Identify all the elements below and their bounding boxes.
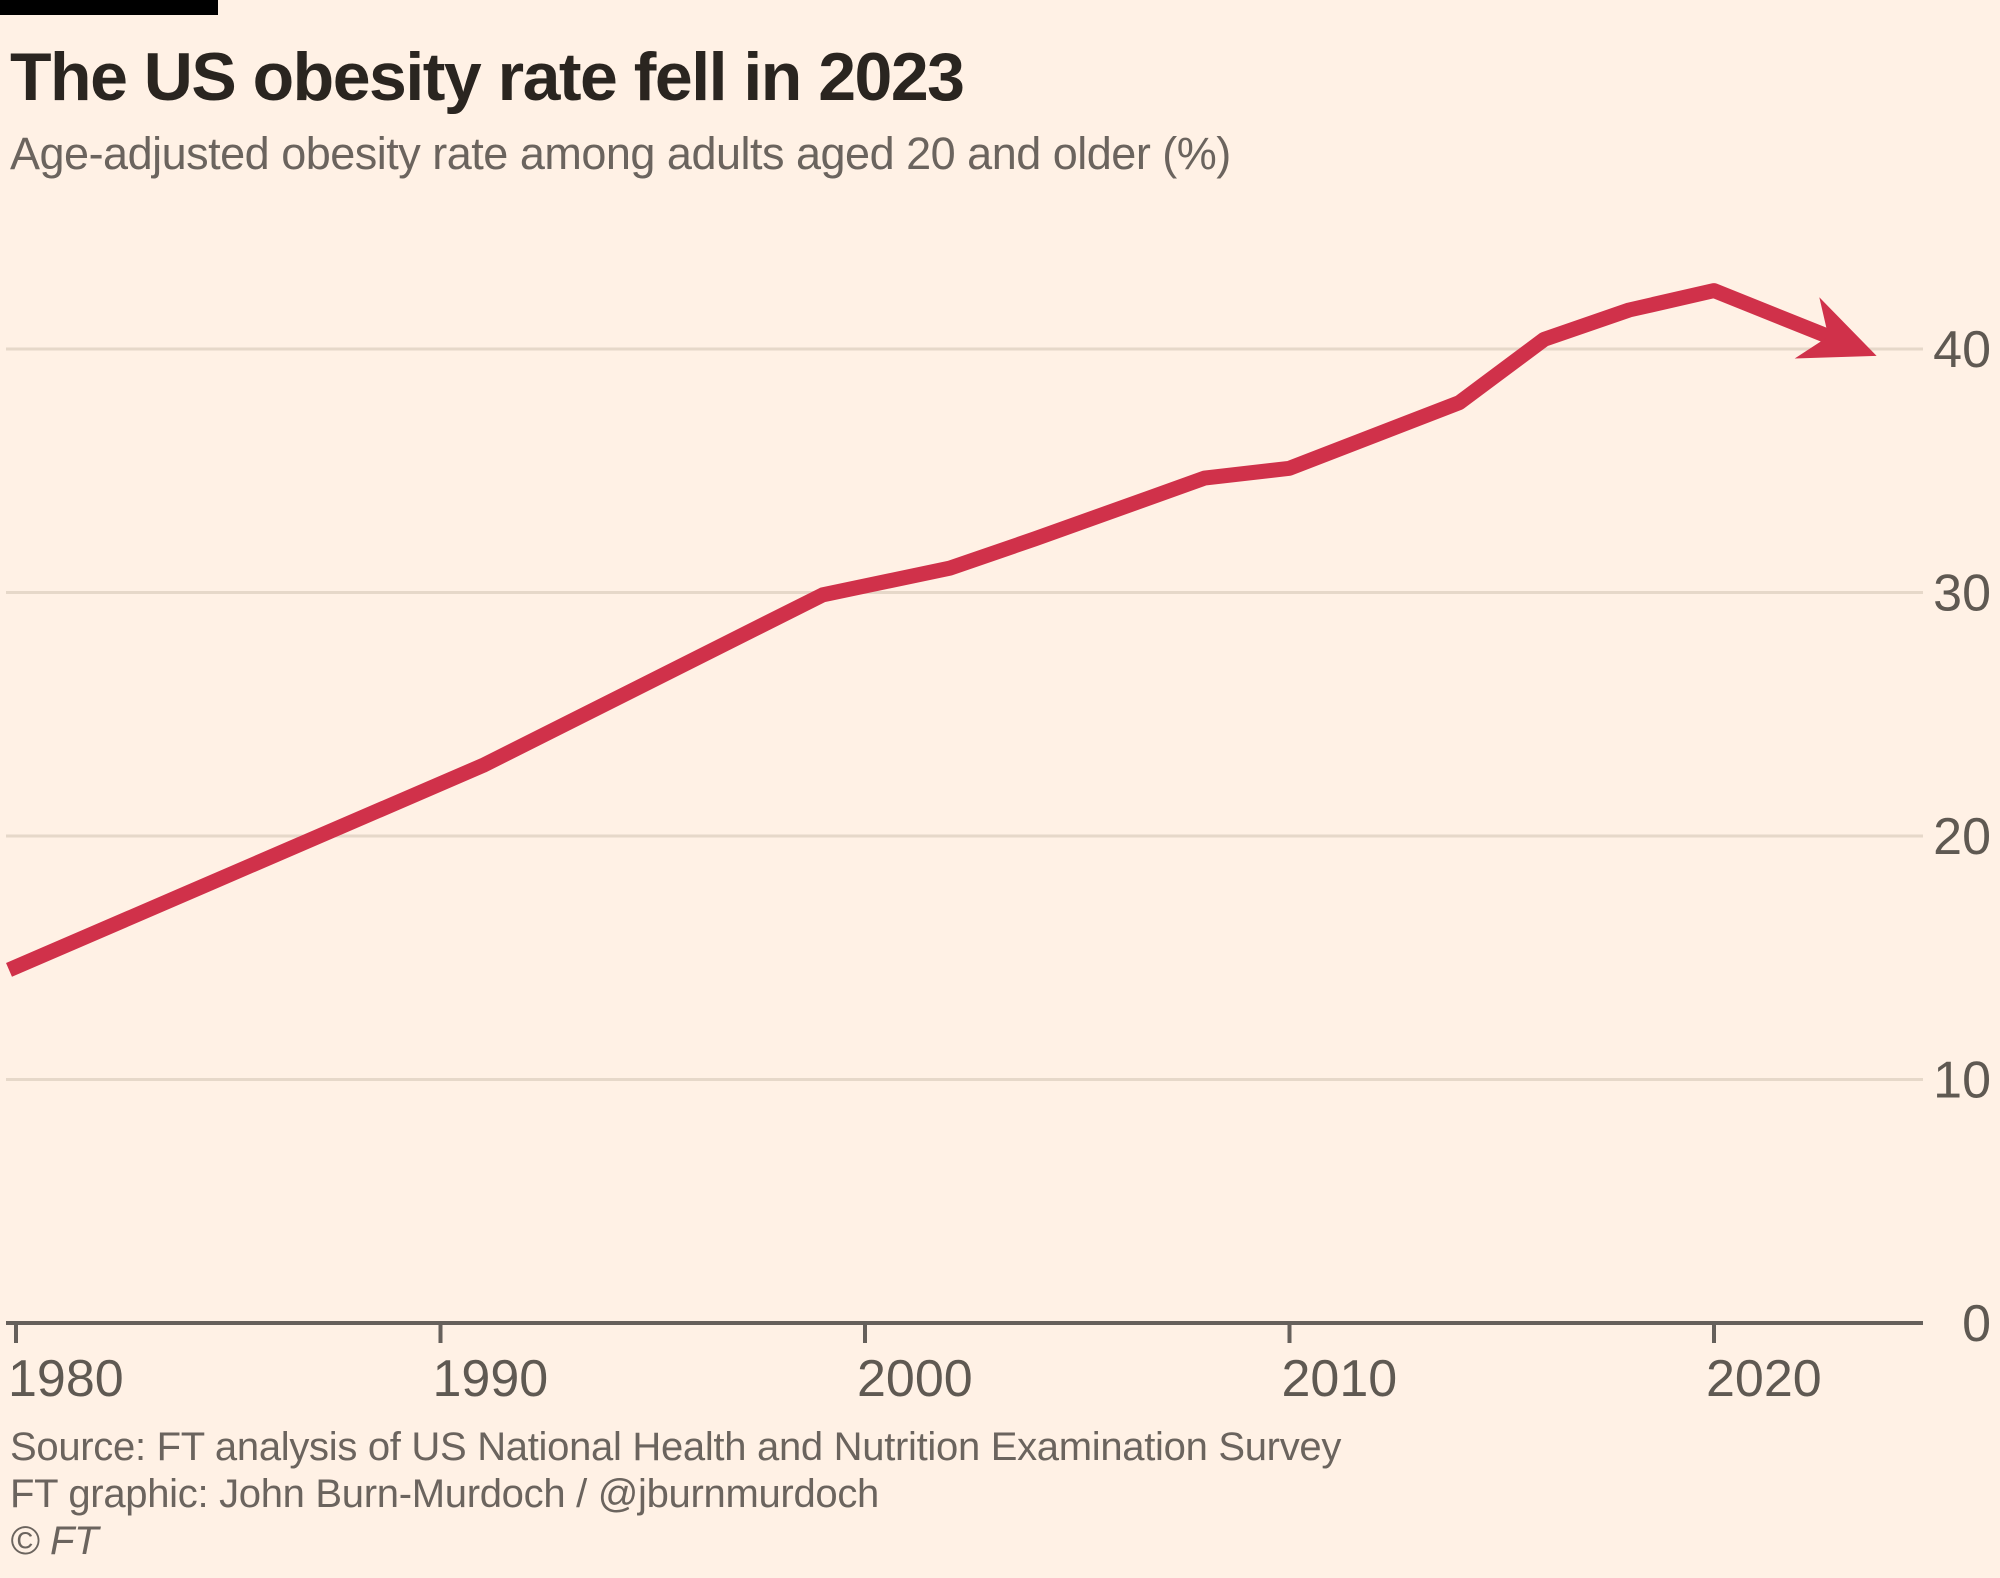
y-tick-label-0: 0 xyxy=(1962,1295,1991,1353)
x-tick-label-2000: 2000 xyxy=(857,1350,973,1408)
source-note: Source: FT analysis of US National Healt… xyxy=(10,1425,1342,1469)
arrowhead-icon xyxy=(1794,297,1877,359)
x-tick-label-2020: 2020 xyxy=(1706,1350,1822,1408)
obesity-trend-line xyxy=(6,283,1845,977)
x-tick-label-1990: 1990 xyxy=(433,1350,549,1408)
y-tick-label-20: 20 xyxy=(1933,808,1991,866)
y-tick-label-30: 30 xyxy=(1933,565,1991,623)
chart-footer: Source: FT analysis of US National Healt… xyxy=(10,1424,1341,1565)
copyright-note: © FT xyxy=(10,1519,99,1563)
y-tick-label-10: 10 xyxy=(1933,1052,1991,1110)
x-tick-label-1980: 1980 xyxy=(8,1350,124,1408)
chart-title: The US obesity rate fell in 2023 xyxy=(10,39,965,115)
x-tick-label-2010: 2010 xyxy=(1282,1350,1398,1408)
ft-black-bar xyxy=(0,0,218,15)
chart-subtitle: Age-adjusted obesity rate among adults a… xyxy=(10,128,1231,179)
credit-note: FT graphic: John Burn-Murdoch / @jburnmu… xyxy=(10,1472,879,1516)
y-tick-label-40: 40 xyxy=(1933,321,1991,379)
